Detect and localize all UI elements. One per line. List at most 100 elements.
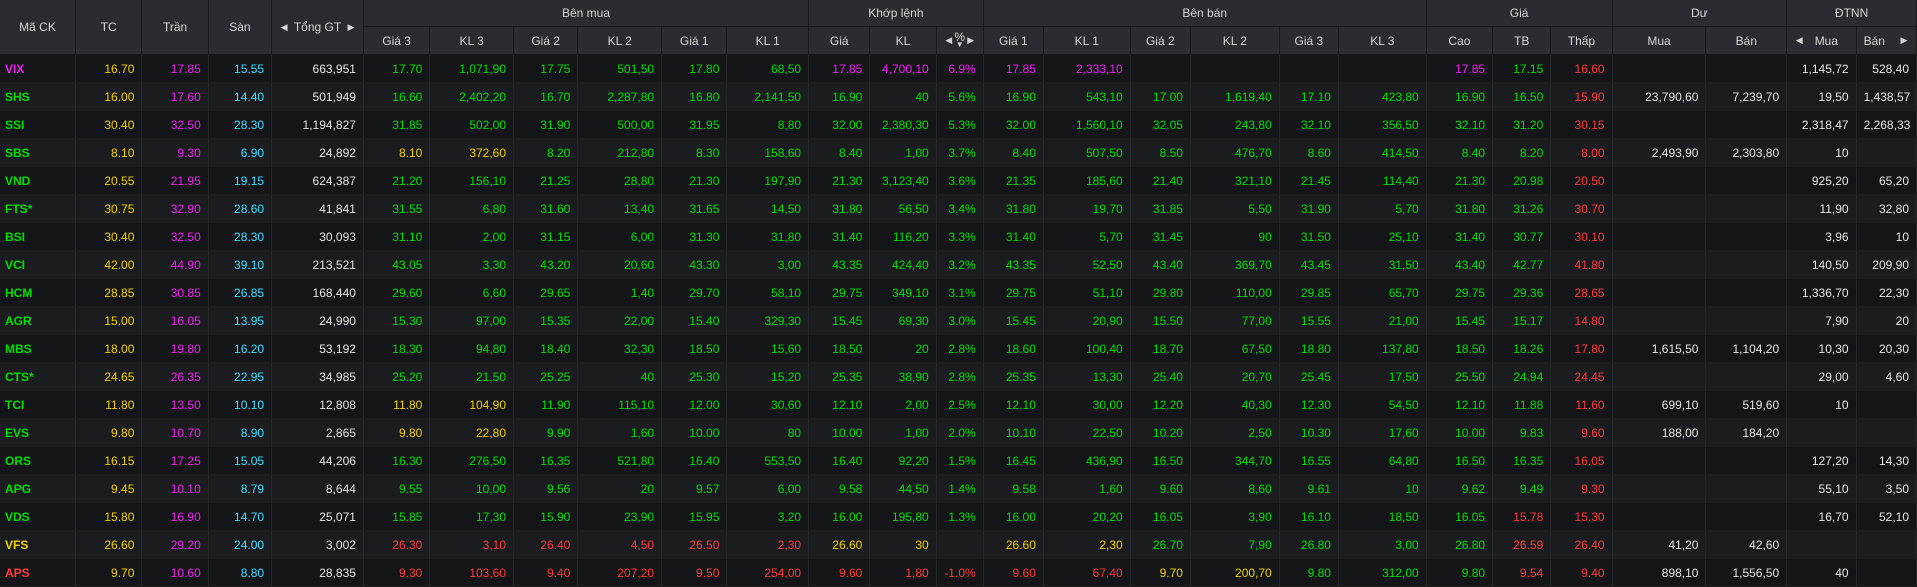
cell-bk1: 30,60	[726, 390, 810, 419]
col-du-mua[interactable]: Mua	[1612, 26, 1707, 55]
cell-bk3: 156,10	[429, 166, 515, 195]
cell-sym[interactable]: SSI	[0, 110, 77, 139]
table-row[interactable]: HCM 28.85 30.85 26.85 168,440 29.60 6,60 29.65 1…	[0, 278, 1917, 307]
cell-db	[1705, 54, 1788, 83]
cell-tc: 20.55	[75, 166, 143, 195]
cell-sym[interactable]: MBS	[0, 334, 77, 363]
col-bm-gia3[interactable]: Giá 3	[363, 26, 431, 55]
col-tran[interactable]: Trần	[141, 0, 209, 55]
cell-mp: 1.4%	[936, 474, 984, 503]
cell-sym[interactable]: BSI	[0, 222, 77, 251]
table-row[interactable]: MBS 18.00 19.80 16.20 53,192 18.30 94,80 18.40 3…	[0, 334, 1917, 363]
cell-sym[interactable]: ORS	[0, 446, 77, 475]
group-ben-ban: Bên bán	[983, 0, 1427, 27]
cell-b3: 25.20	[363, 362, 431, 391]
cell-dm: 1,615,50	[1612, 334, 1707, 363]
table-row[interactable]: SSI 30.40 32.50 28.30 1,194,827 31.85 502,00 31…	[0, 110, 1917, 139]
cell-sym[interactable]: SHS	[0, 82, 77, 111]
col-ma-ck[interactable]: Mã CK	[0, 0, 77, 55]
cell-sk1: 19,70	[1043, 194, 1131, 223]
table-row[interactable]: SHS 16.00 17.60 14.40 501,949 16.60 2,402,20 16…	[0, 82, 1917, 111]
col-kl-kl[interactable]: KL	[869, 26, 937, 55]
cell-sym[interactable]: VIX	[0, 54, 77, 83]
cell-sym[interactable]: VFS	[0, 530, 77, 559]
cell-bk1: 2,30	[726, 530, 810, 559]
col-kl-gia[interactable]: Giá	[808, 26, 871, 55]
cell-thap: 41.80	[1550, 250, 1613, 279]
sort-desc-icon[interactable]: ▼	[955, 39, 964, 49]
caret-left-icon[interactable]: ◀	[280, 21, 288, 32]
table-row[interactable]: APG 9.45 10.10 8.79 8,644 9.55 10,00 9.56 20 9.57…	[0, 474, 1917, 503]
col-dtnn-ban[interactable]: Bán ▶	[1856, 26, 1917, 55]
cell-b3: 15.30	[363, 306, 431, 335]
cell-b3: 31.55	[363, 194, 431, 223]
col-gia-tb[interactable]: TB	[1492, 26, 1552, 55]
cell-bk1: 68,50	[726, 54, 810, 83]
cell-san: 39.10	[208, 250, 273, 279]
col-bm-kl3[interactable]: KL 3	[429, 26, 515, 55]
col-bb-kl1[interactable]: KL 1	[1043, 26, 1131, 55]
cell-b1: 26.50	[661, 530, 728, 559]
table-row[interactable]: VFS 26.60 29.20 24.00 3,002 26.30 3,10 26.40 4,5…	[0, 530, 1917, 559]
table-row[interactable]: VCI 42.00 44.90 39.10 213,521 43.05 3,30 43.20 2…	[0, 250, 1917, 279]
cell-thap: 15.90	[1550, 82, 1613, 111]
cell-s3: 10.30	[1279, 418, 1339, 447]
table-row[interactable]: CTS* 24.65 26.35 22.95 34,985 25.20 21,50 25.25…	[0, 362, 1917, 391]
col-gia-cao[interactable]: Cao	[1426, 26, 1494, 55]
cell-sk2: 20,70	[1190, 362, 1280, 391]
col-gia-thap[interactable]: Thấp	[1550, 26, 1613, 55]
caret-left-icon[interactable]: ◀	[1795, 35, 1803, 45]
col-bm-gia2[interactable]: Giá 2	[513, 26, 579, 55]
table-row[interactable]: AGR 15.00 16.05 13.95 24,990 15.30 97,00 15.35 2…	[0, 306, 1917, 335]
table-row[interactable]: VND 20.55 21.95 19.15 624,387 21.20 156,10 21.2…	[0, 166, 1917, 195]
table-row[interactable]: EVS 9.80 10.70 8.90 2,865 9.80 22,80 9.90 1,60 10…	[0, 418, 1917, 447]
cell-s2: 32.05	[1130, 110, 1191, 139]
cell-sym[interactable]: FTS*	[0, 194, 77, 223]
cell-sym[interactable]: SBS	[0, 138, 77, 167]
group-du: Dư	[1612, 0, 1788, 27]
col-bb-kl2[interactable]: KL 2	[1190, 26, 1280, 55]
cell-sym[interactable]: TCI	[0, 390, 77, 419]
col-bb-gia1[interactable]: Giá 1	[983, 26, 1044, 55]
cell-sym[interactable]: VND	[0, 166, 77, 195]
cell-sym[interactable]: VDS	[0, 502, 77, 531]
col-bm-kl2[interactable]: KL 2	[577, 26, 663, 55]
cell-nb	[1856, 390, 1917, 419]
cell-bk1: 2,141,50	[726, 82, 810, 111]
cell-tb: 42.77	[1492, 250, 1552, 279]
col-bm-gia1[interactable]: Giá 1	[661, 26, 728, 55]
cell-sym[interactable]: APG	[0, 474, 77, 503]
table-row[interactable]: VIX 16.70 17.85 15.55 663,951 17.70 1,071,90 17…	[0, 54, 1917, 83]
col-bm-kl1[interactable]: KL 1	[726, 26, 810, 55]
table-row[interactable]: VDS 15.80 16.90 14.70 25,071 15.85 17,30 15.90 2…	[0, 502, 1917, 531]
table-row[interactable]: ORS 16.15 17.25 15.05 44,206 16.30 276,50 16.35…	[0, 446, 1917, 475]
caret-left-icon[interactable]: ◀	[945, 35, 953, 45]
caret-right-icon[interactable]: ▶	[347, 21, 355, 32]
col-bb-kl3[interactable]: KL 3	[1338, 26, 1427, 55]
col-bb-gia2[interactable]: Giá 2	[1130, 26, 1191, 55]
table-row[interactable]: FTS* 30.75 32.90 28.60 41,841 31.55 6,80 31.60 1…	[0, 194, 1917, 223]
cell-sym[interactable]: AGR	[0, 306, 77, 335]
table-row[interactable]: BSI 30.40 32.50 28.30 30,093 31.10 2,00 31.15 6,…	[0, 222, 1917, 251]
cell-b1: 31.65	[661, 194, 728, 223]
col-tc[interactable]: TC	[75, 0, 143, 55]
cell-sym[interactable]: EVS	[0, 418, 77, 447]
cell-bk3: 97,00	[429, 306, 515, 335]
cell-b1: 21.30	[661, 166, 728, 195]
col-dtnn-mua[interactable]: ◀ Mua	[1786, 26, 1857, 55]
table-row[interactable]: TCI 11.80 13.50 10.10 12,808 11.80 104,90 11.90…	[0, 390, 1917, 419]
cell-mp: 3.6%	[936, 166, 984, 195]
cell-sym[interactable]: CTS*	[0, 362, 77, 391]
col-tong-gt[interactable]: ◀ Tổng GT ▶	[271, 0, 364, 55]
cell-sym[interactable]: VCI	[0, 250, 77, 279]
table-row[interactable]: SBS 8.10 9.30 6.90 24,892 8.10 372,60 8.20 212,8…	[0, 138, 1917, 167]
cell-bk3: 1,071,90	[429, 54, 515, 83]
cell-sym[interactable]: HCM	[0, 278, 77, 307]
caret-right-icon[interactable]: ▶	[967, 35, 975, 45]
col-kl-pct[interactable]: ◀ % ▼ ▶	[936, 26, 984, 55]
col-san[interactable]: Sàn	[208, 0, 273, 55]
col-du-ban[interactable]: Bán	[1705, 26, 1788, 55]
col-bb-gia3[interactable]: Giá 3	[1279, 26, 1339, 55]
caret-right-icon[interactable]: ▶	[1900, 35, 1908, 45]
cell-san: 24.00	[208, 530, 273, 559]
